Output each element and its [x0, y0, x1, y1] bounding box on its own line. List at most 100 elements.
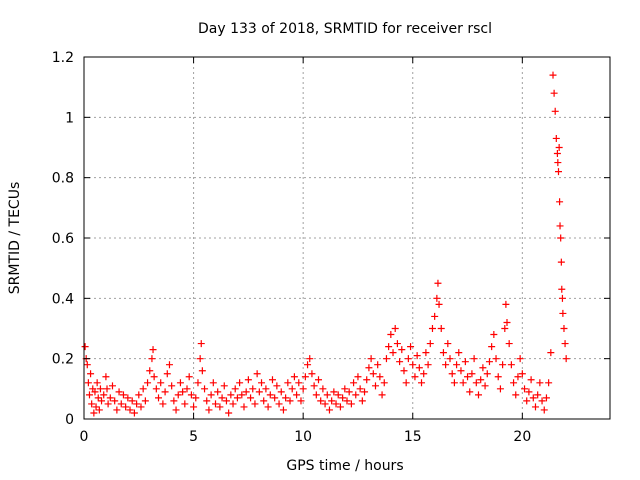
data-point — [551, 107, 559, 115]
data-point — [216, 403, 224, 411]
data-point — [319, 385, 327, 393]
data-point — [547, 349, 555, 357]
data-point — [242, 388, 250, 396]
data-point — [378, 391, 386, 399]
data-point — [192, 394, 200, 402]
data-point — [229, 400, 237, 408]
data-point — [295, 379, 303, 387]
plot-frame — [83, 56, 611, 420]
data-point — [503, 318, 511, 326]
data-point — [181, 400, 189, 408]
data-point — [84, 379, 92, 387]
data-point — [507, 361, 515, 369]
data-point — [255, 388, 263, 396]
data-point — [240, 403, 248, 411]
data-point — [439, 349, 447, 357]
data-point — [455, 349, 463, 357]
y-tick-label: 0.8 — [52, 171, 74, 187]
data-point — [385, 343, 393, 351]
data-point — [424, 361, 432, 369]
data-point — [336, 403, 344, 411]
data-point — [562, 355, 570, 363]
data-point — [205, 406, 213, 414]
data-point — [550, 89, 558, 97]
y-axis-label: SRMTID / TECUs — [7, 182, 23, 295]
data-point — [170, 397, 178, 405]
data-point — [431, 312, 439, 320]
data-point — [492, 355, 500, 363]
data-point — [218, 394, 226, 402]
data-point — [450, 379, 458, 387]
data-point — [258, 379, 266, 387]
data-point — [557, 234, 565, 242]
data-point — [119, 391, 127, 399]
data-point — [273, 382, 281, 390]
data-point — [559, 309, 567, 317]
data-point — [341, 385, 349, 393]
data-point — [152, 385, 160, 393]
data-point — [485, 358, 493, 366]
data-point — [499, 361, 507, 369]
data-point — [538, 397, 546, 405]
data-point — [420, 370, 428, 378]
data-point — [525, 388, 533, 396]
x-tick-label: 0 — [80, 429, 89, 445]
y-tick-label: 1.2 — [52, 50, 74, 66]
data-point — [382, 355, 390, 363]
data-point — [172, 406, 180, 414]
x-axis-label: GPS time / hours — [286, 458, 403, 474]
data-point — [264, 403, 272, 411]
data-point — [556, 222, 564, 230]
data-point — [553, 150, 561, 158]
y-tick-label: 0.2 — [52, 352, 74, 368]
x-tick-label: 5 — [189, 429, 198, 445]
data-point — [356, 385, 364, 393]
data-point — [501, 325, 509, 332]
data-point — [418, 379, 426, 387]
data-point — [108, 382, 116, 390]
data-point — [95, 406, 103, 414]
data-point — [299, 385, 307, 393]
data-point — [555, 144, 563, 151]
data-point — [233, 394, 241, 402]
data-point — [531, 403, 539, 411]
data-point — [87, 370, 95, 378]
data-point — [332, 400, 340, 408]
data-point — [268, 376, 276, 384]
data-point — [407, 343, 415, 351]
data-point — [527, 376, 535, 384]
data-point — [286, 397, 294, 405]
data-point — [554, 159, 562, 167]
data-point — [225, 409, 233, 417]
data-point — [161, 388, 169, 396]
data-point — [308, 370, 316, 378]
data-point — [130, 409, 138, 417]
data-point — [304, 361, 312, 369]
data-point — [481, 382, 489, 390]
data-point — [190, 403, 198, 411]
data-point — [92, 403, 100, 411]
data-point — [321, 400, 329, 408]
data-point — [514, 373, 522, 381]
data-point — [534, 391, 542, 399]
data-point — [94, 394, 102, 402]
data-point — [159, 400, 167, 408]
data-point — [262, 385, 270, 393]
data-point — [512, 391, 520, 399]
data-point — [165, 361, 173, 369]
data-point — [444, 340, 452, 348]
data-point — [361, 388, 369, 396]
data-point — [536, 379, 544, 387]
data-point — [253, 370, 261, 378]
data-point — [367, 355, 375, 363]
data-point — [391, 325, 399, 332]
data-point — [422, 349, 430, 357]
data-point — [413, 352, 421, 360]
data-point — [529, 394, 537, 402]
data-point — [282, 394, 290, 402]
data-point — [323, 391, 331, 399]
data-point — [144, 379, 152, 387]
x-tick-label: 10 — [294, 429, 312, 445]
data-point — [212, 400, 219, 408]
data-point — [81, 343, 89, 351]
